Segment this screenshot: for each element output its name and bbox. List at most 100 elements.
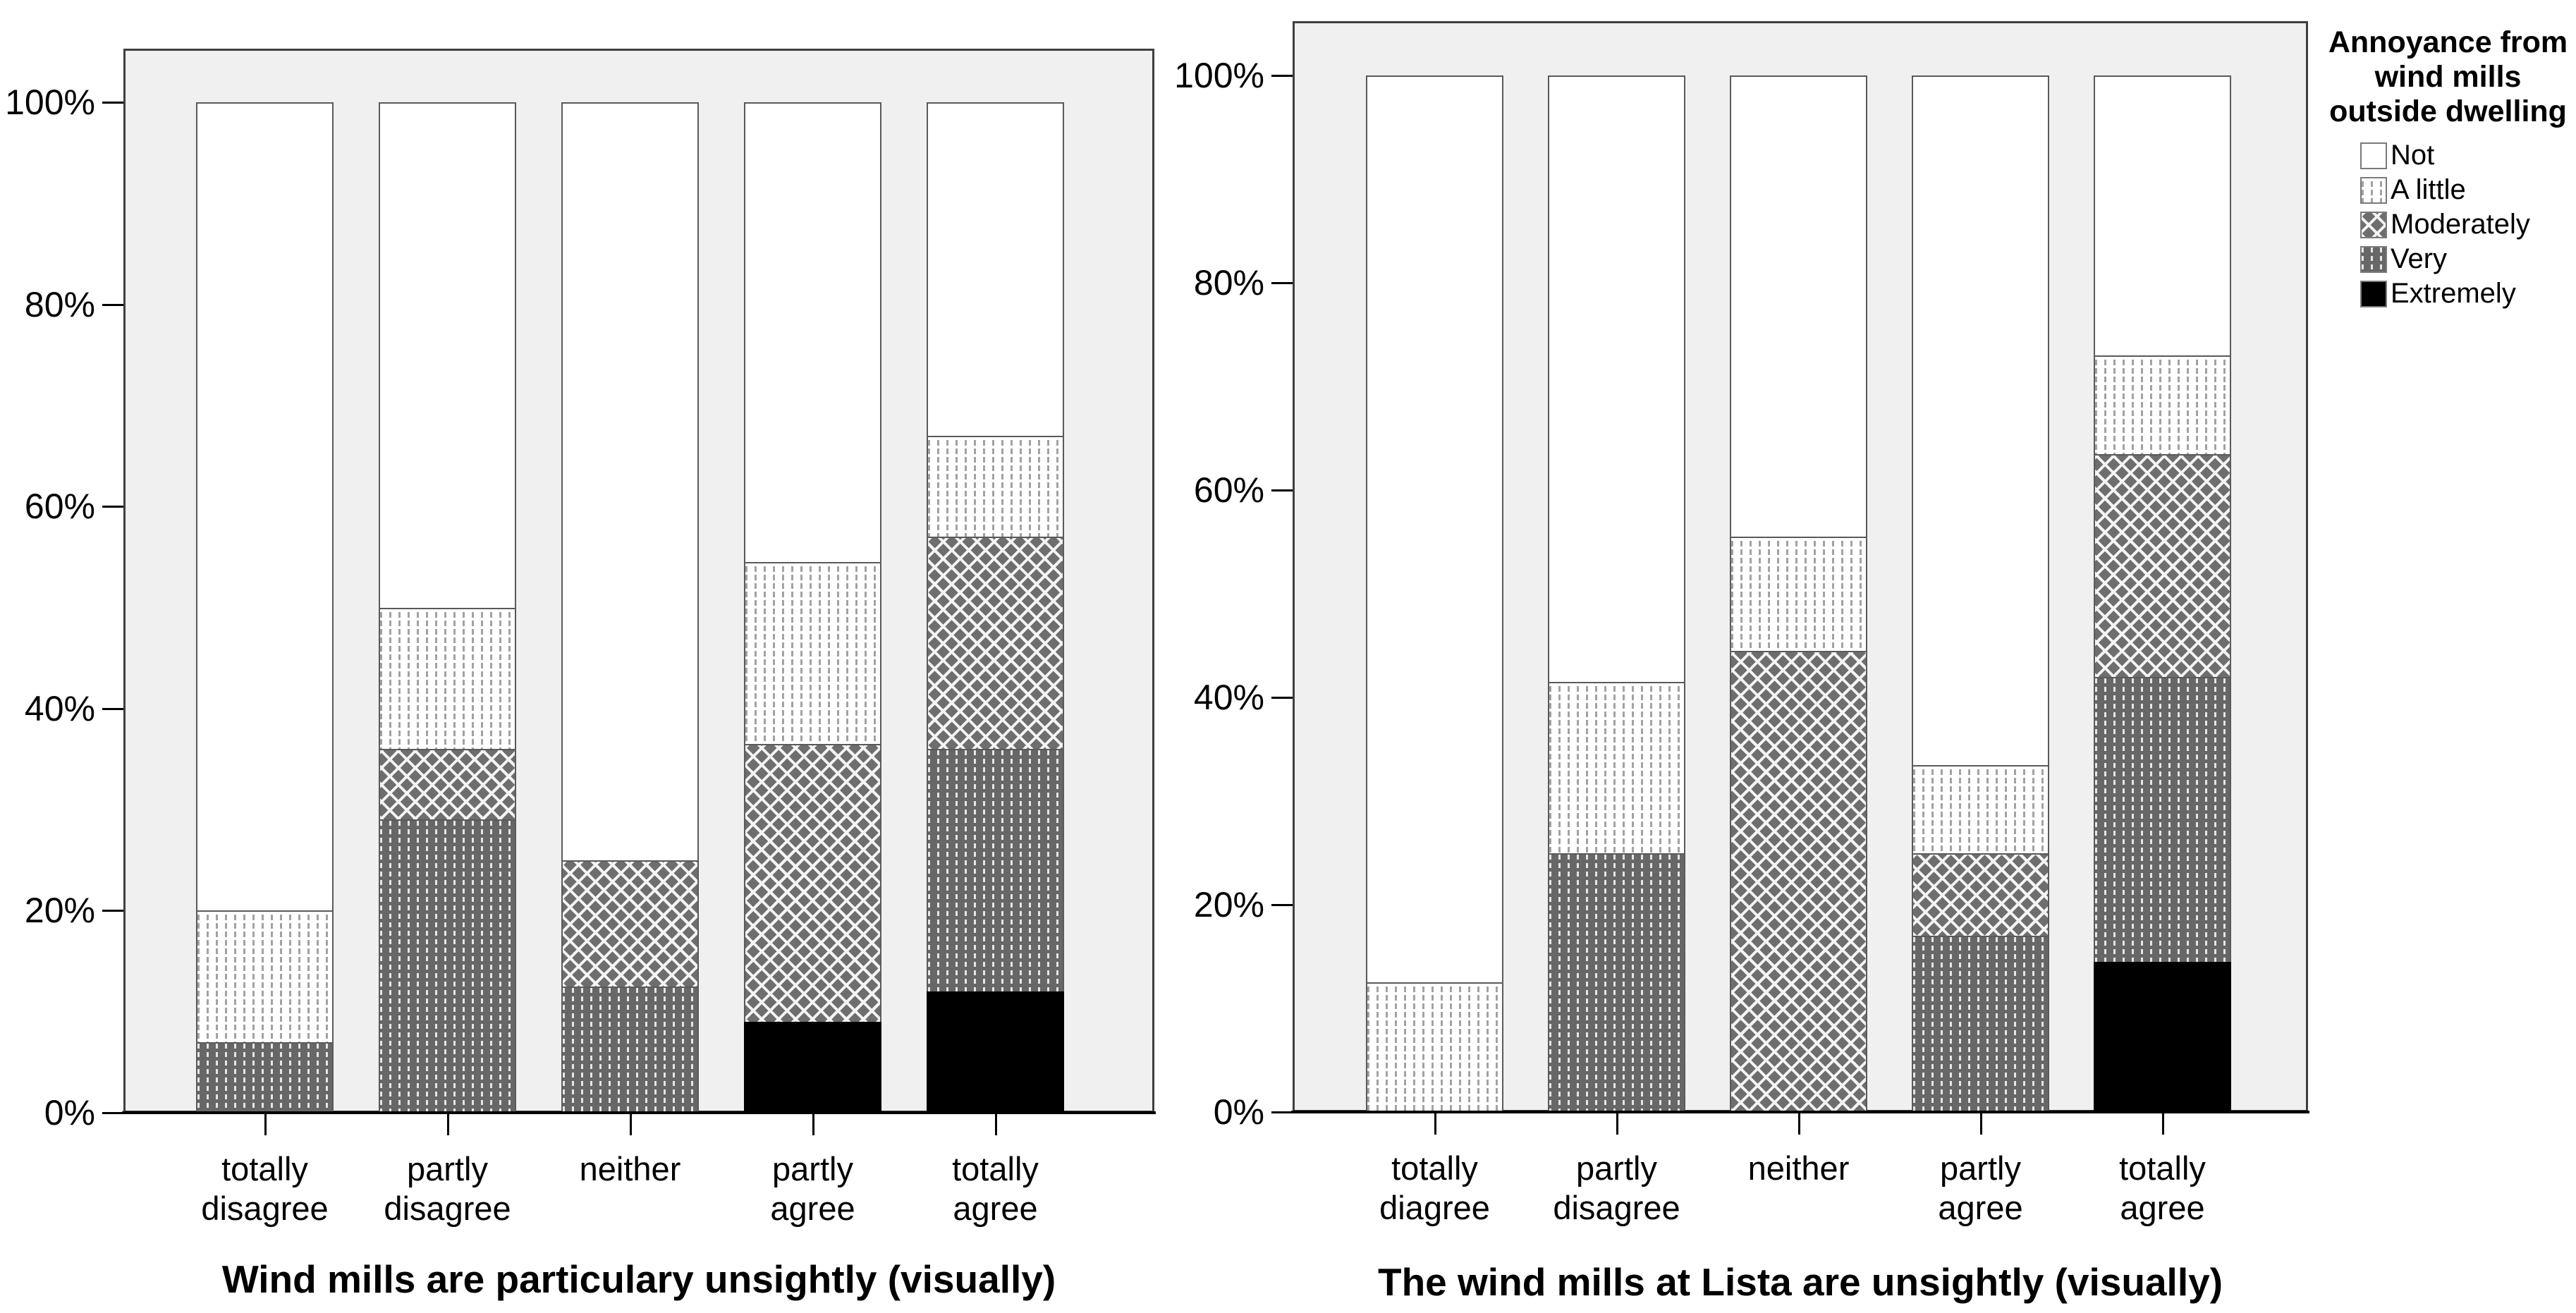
y-axis-label: 80% xyxy=(24,284,95,324)
y-axis-tick xyxy=(102,102,123,104)
y-axis-label: 0% xyxy=(44,1093,95,1132)
y-axis-tick xyxy=(1271,904,1293,906)
y-axis-label: 0% xyxy=(1213,1092,1264,1132)
bar-segment-a-little xyxy=(744,562,881,744)
x-axis-tick xyxy=(629,1114,632,1135)
y-axis-label: 20% xyxy=(1193,885,1264,924)
bar-segment-not xyxy=(1366,75,1503,983)
bar-segment-very xyxy=(196,1042,334,1113)
bar-segment-a-little xyxy=(2094,355,2231,454)
bar-segment-moderately xyxy=(1912,853,2049,936)
y-axis-label: 100% xyxy=(5,83,95,122)
bar-segment-very xyxy=(561,986,699,1113)
y-axis-tick xyxy=(102,303,123,306)
legend-item-label: Not xyxy=(2391,140,2435,171)
stacked-bar xyxy=(561,102,699,1113)
bar-segment-extremely xyxy=(2094,961,2231,1112)
legend-item-label: A little xyxy=(2391,174,2466,205)
x-axis-label: totally agree xyxy=(952,1150,1039,1227)
y-axis-tick xyxy=(1271,489,1293,491)
legend-item: Very xyxy=(2360,242,2530,276)
x-axis-line xyxy=(1291,1111,2309,1113)
legend-title: Annoyance from wind mills outside dwelli… xyxy=(2328,25,2568,128)
bar-segment-not xyxy=(1912,75,2049,765)
bar-segment-extremely xyxy=(927,991,1064,1113)
x-axis-tick xyxy=(446,1114,449,1135)
y-axis-label: 80% xyxy=(1193,263,1264,303)
stacked-bar xyxy=(196,102,334,1113)
stacked-bar xyxy=(1912,75,2049,1112)
x-axis-label: partly agree xyxy=(1938,1149,2023,1226)
bar-segment-moderately xyxy=(379,749,516,820)
legend-swatch-not xyxy=(2360,142,2387,169)
bar-segment-not xyxy=(1730,75,1867,537)
x-axis-tick xyxy=(2161,1113,2164,1135)
bar-segment-a-little xyxy=(196,910,334,1042)
bar-segment-not xyxy=(927,102,1064,436)
stacked-bar xyxy=(744,102,881,1113)
x-axis-label: neither xyxy=(1747,1149,1850,1187)
legend-swatch-extremely xyxy=(2360,280,2387,307)
stacked-bar xyxy=(2094,75,2231,1112)
stacked-bar xyxy=(379,102,516,1113)
bar-segment-not xyxy=(2094,75,2231,355)
x-axis-tick xyxy=(994,1114,997,1135)
x-axis-line xyxy=(122,1111,1156,1114)
bar-segment-not xyxy=(196,102,334,911)
chart-title: Wind mills are particulary unsightly (vi… xyxy=(221,1257,1056,1301)
bar-segment-very xyxy=(2094,676,2231,962)
legend-item-label: Very xyxy=(2391,243,2448,274)
legend-swatch-very xyxy=(2360,245,2387,273)
y-axis-label: 100% xyxy=(1174,56,1264,95)
x-axis-tick xyxy=(264,1114,267,1135)
x-axis-tick xyxy=(1434,1113,1436,1135)
legend-swatch-a-little xyxy=(2360,176,2387,204)
bar-segment-a-little xyxy=(927,435,1064,537)
x-axis-label: totally diagree xyxy=(1379,1149,1490,1226)
bar-segment-a-little xyxy=(1548,681,1685,853)
legend-swatch-moderately xyxy=(2360,211,2387,238)
bar-segment-a-little xyxy=(1730,537,1867,651)
bar-segment-moderately xyxy=(744,743,881,1022)
bar-segment-not xyxy=(379,102,516,608)
x-axis-label: totally disagree xyxy=(201,1150,329,1227)
stacked-bar xyxy=(927,102,1064,1113)
bar-segment-a-little xyxy=(1912,764,2049,853)
bar-segment-moderately xyxy=(927,537,1064,750)
y-axis-label: 40% xyxy=(1193,678,1264,717)
bar-segment-moderately xyxy=(2094,453,2231,677)
legend-item: A little xyxy=(2360,173,2530,207)
legend-item-label: Moderately xyxy=(2391,209,2530,240)
y-axis-label: 60% xyxy=(1193,470,1264,510)
bar-segment-not xyxy=(561,102,699,860)
bar-segment-a-little xyxy=(1366,982,1503,1112)
x-axis-label: neither xyxy=(579,1150,681,1187)
bar-segment-very xyxy=(379,819,516,1113)
y-axis-tick xyxy=(102,506,123,508)
y-axis-label: 20% xyxy=(24,891,95,931)
y-axis-tick xyxy=(1271,1111,1293,1113)
x-axis-label: partly agree xyxy=(770,1150,855,1227)
x-axis-tick xyxy=(1979,1113,1982,1135)
y-axis-tick xyxy=(102,910,123,912)
legend-item: Extremely xyxy=(2360,276,2530,311)
y-axis-tick xyxy=(1271,282,1293,284)
x-axis-label: partly disagree xyxy=(1553,1149,1680,1226)
y-axis-label: 60% xyxy=(24,487,95,527)
legend-items: Not A little Moderately Very Extremely xyxy=(2360,138,2530,311)
legend-item: Moderately xyxy=(2360,207,2530,242)
bar-segment-extremely xyxy=(744,1022,881,1113)
bar-segment-moderately xyxy=(561,860,699,987)
bar-segment-very xyxy=(927,749,1064,992)
x-axis-tick xyxy=(1797,1113,1800,1135)
stacked-bar xyxy=(1366,75,1503,1112)
bar-segment-very xyxy=(1912,936,2049,1112)
bar-segment-not xyxy=(1548,75,1685,682)
bar-segment-moderately xyxy=(1730,650,1867,1112)
bar-segment-not xyxy=(744,102,881,563)
y-axis-tick xyxy=(102,707,123,710)
legend-item-label: Extremely xyxy=(2391,278,2516,309)
y-axis-tick xyxy=(1271,75,1293,77)
y-axis-label: 40% xyxy=(24,688,95,728)
